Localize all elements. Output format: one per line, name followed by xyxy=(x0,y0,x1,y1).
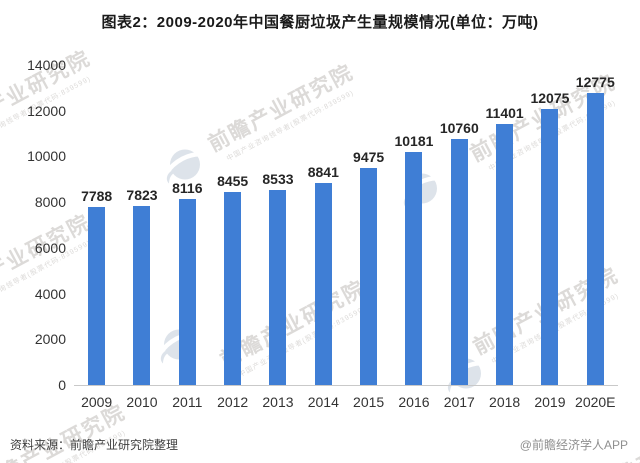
bar-value-label: 9475 xyxy=(353,149,385,165)
bar-column: 8455 xyxy=(210,65,255,385)
bar-column: 11401 xyxy=(482,65,527,385)
x-tick-label: 2016 xyxy=(398,394,430,410)
bar xyxy=(178,199,196,385)
y-tick-label: 2000 xyxy=(34,331,66,348)
x-tick-label: 2011 xyxy=(172,394,203,410)
bar-value-label: 12775 xyxy=(575,74,615,90)
bar-value-label: 10760 xyxy=(439,120,479,136)
bar-value-label: 11401 xyxy=(485,105,524,121)
bar-value-label: 7788 xyxy=(81,188,113,204)
x-tick-label: 2009 xyxy=(81,394,113,410)
bar-value-label: 10181 xyxy=(394,133,434,149)
bar xyxy=(133,206,151,385)
bar-column: 7788 xyxy=(74,65,119,385)
bar-column: 8116 xyxy=(165,65,210,385)
bar xyxy=(405,152,423,385)
x-tick-label: 2014 xyxy=(307,394,339,410)
x-tick-label: 2012 xyxy=(217,394,249,410)
y-tick-label: 10000 xyxy=(27,148,66,165)
chart-title: 图表2：2009-2020年中国餐厨垃圾产生量规模情况(单位：万吨) xyxy=(101,14,539,31)
y-tick-label: 14000 xyxy=(27,57,66,73)
bar xyxy=(450,139,468,385)
source-note: 资料来源：前瞻产业研究院整理 xyxy=(10,438,179,452)
bar xyxy=(314,183,332,385)
y-tick-label: 4000 xyxy=(34,285,66,302)
y-tick-label: 0 xyxy=(58,377,66,393)
bar-column: 12775 xyxy=(573,65,618,385)
bar-value-label: 7823 xyxy=(126,187,158,203)
bar xyxy=(88,207,106,385)
bar-value-label: 8533 xyxy=(262,171,294,187)
footer: 资料来源：前瞻产业研究院整理 @前瞻经济学人APP xyxy=(10,436,628,453)
bar-column: 10760 xyxy=(437,65,482,385)
bar xyxy=(224,192,242,385)
bar xyxy=(496,124,514,385)
bar xyxy=(360,168,378,385)
y-tick-label: 8000 xyxy=(34,194,66,211)
bar-value-label: 12075 xyxy=(530,90,570,106)
bar-column: 8533 xyxy=(255,65,300,385)
bar-value-label: 8841 xyxy=(307,164,339,180)
x-tick-label: 2017 xyxy=(443,394,475,410)
bar-column: 9475 xyxy=(346,65,391,385)
bar-value-label: 8455 xyxy=(217,173,249,189)
bar-column: 12075 xyxy=(527,65,572,385)
x-tick-label: 2010 xyxy=(126,394,158,410)
x-tick-label: 2015 xyxy=(353,394,385,410)
x-tick-label: 2019 xyxy=(534,394,566,410)
bar-column: 8841 xyxy=(301,65,346,385)
x-tick-label: 2018 xyxy=(489,394,521,410)
credit-note: @前瞻经济学人APP xyxy=(519,438,628,452)
x-tick-label: 2020E xyxy=(575,394,616,410)
plot-area: 7788 7823 8116 8455 8533 8841 9475 10181 10760 11… xyxy=(74,65,618,386)
y-tick-label: 6000 xyxy=(34,239,66,256)
bar xyxy=(269,190,287,385)
bar-column: 7823 xyxy=(119,65,164,385)
bar-chart: 0 2000 4000 6000 8000 10000 12000 14000 7788 782… xyxy=(0,40,640,412)
x-axis: 2009 2010 2011 2012 2013 2014 2015 2016 2017 2018… xyxy=(74,394,618,410)
bar xyxy=(586,93,604,385)
y-tick-label: 12000 xyxy=(27,102,66,119)
bar xyxy=(541,109,559,385)
bar-value-label: 8116 xyxy=(172,180,203,196)
bar-column: 10181 xyxy=(391,65,436,385)
x-tick-label: 2013 xyxy=(262,394,294,410)
y-axis: 0 2000 4000 6000 8000 10000 12000 14000 xyxy=(0,57,66,393)
